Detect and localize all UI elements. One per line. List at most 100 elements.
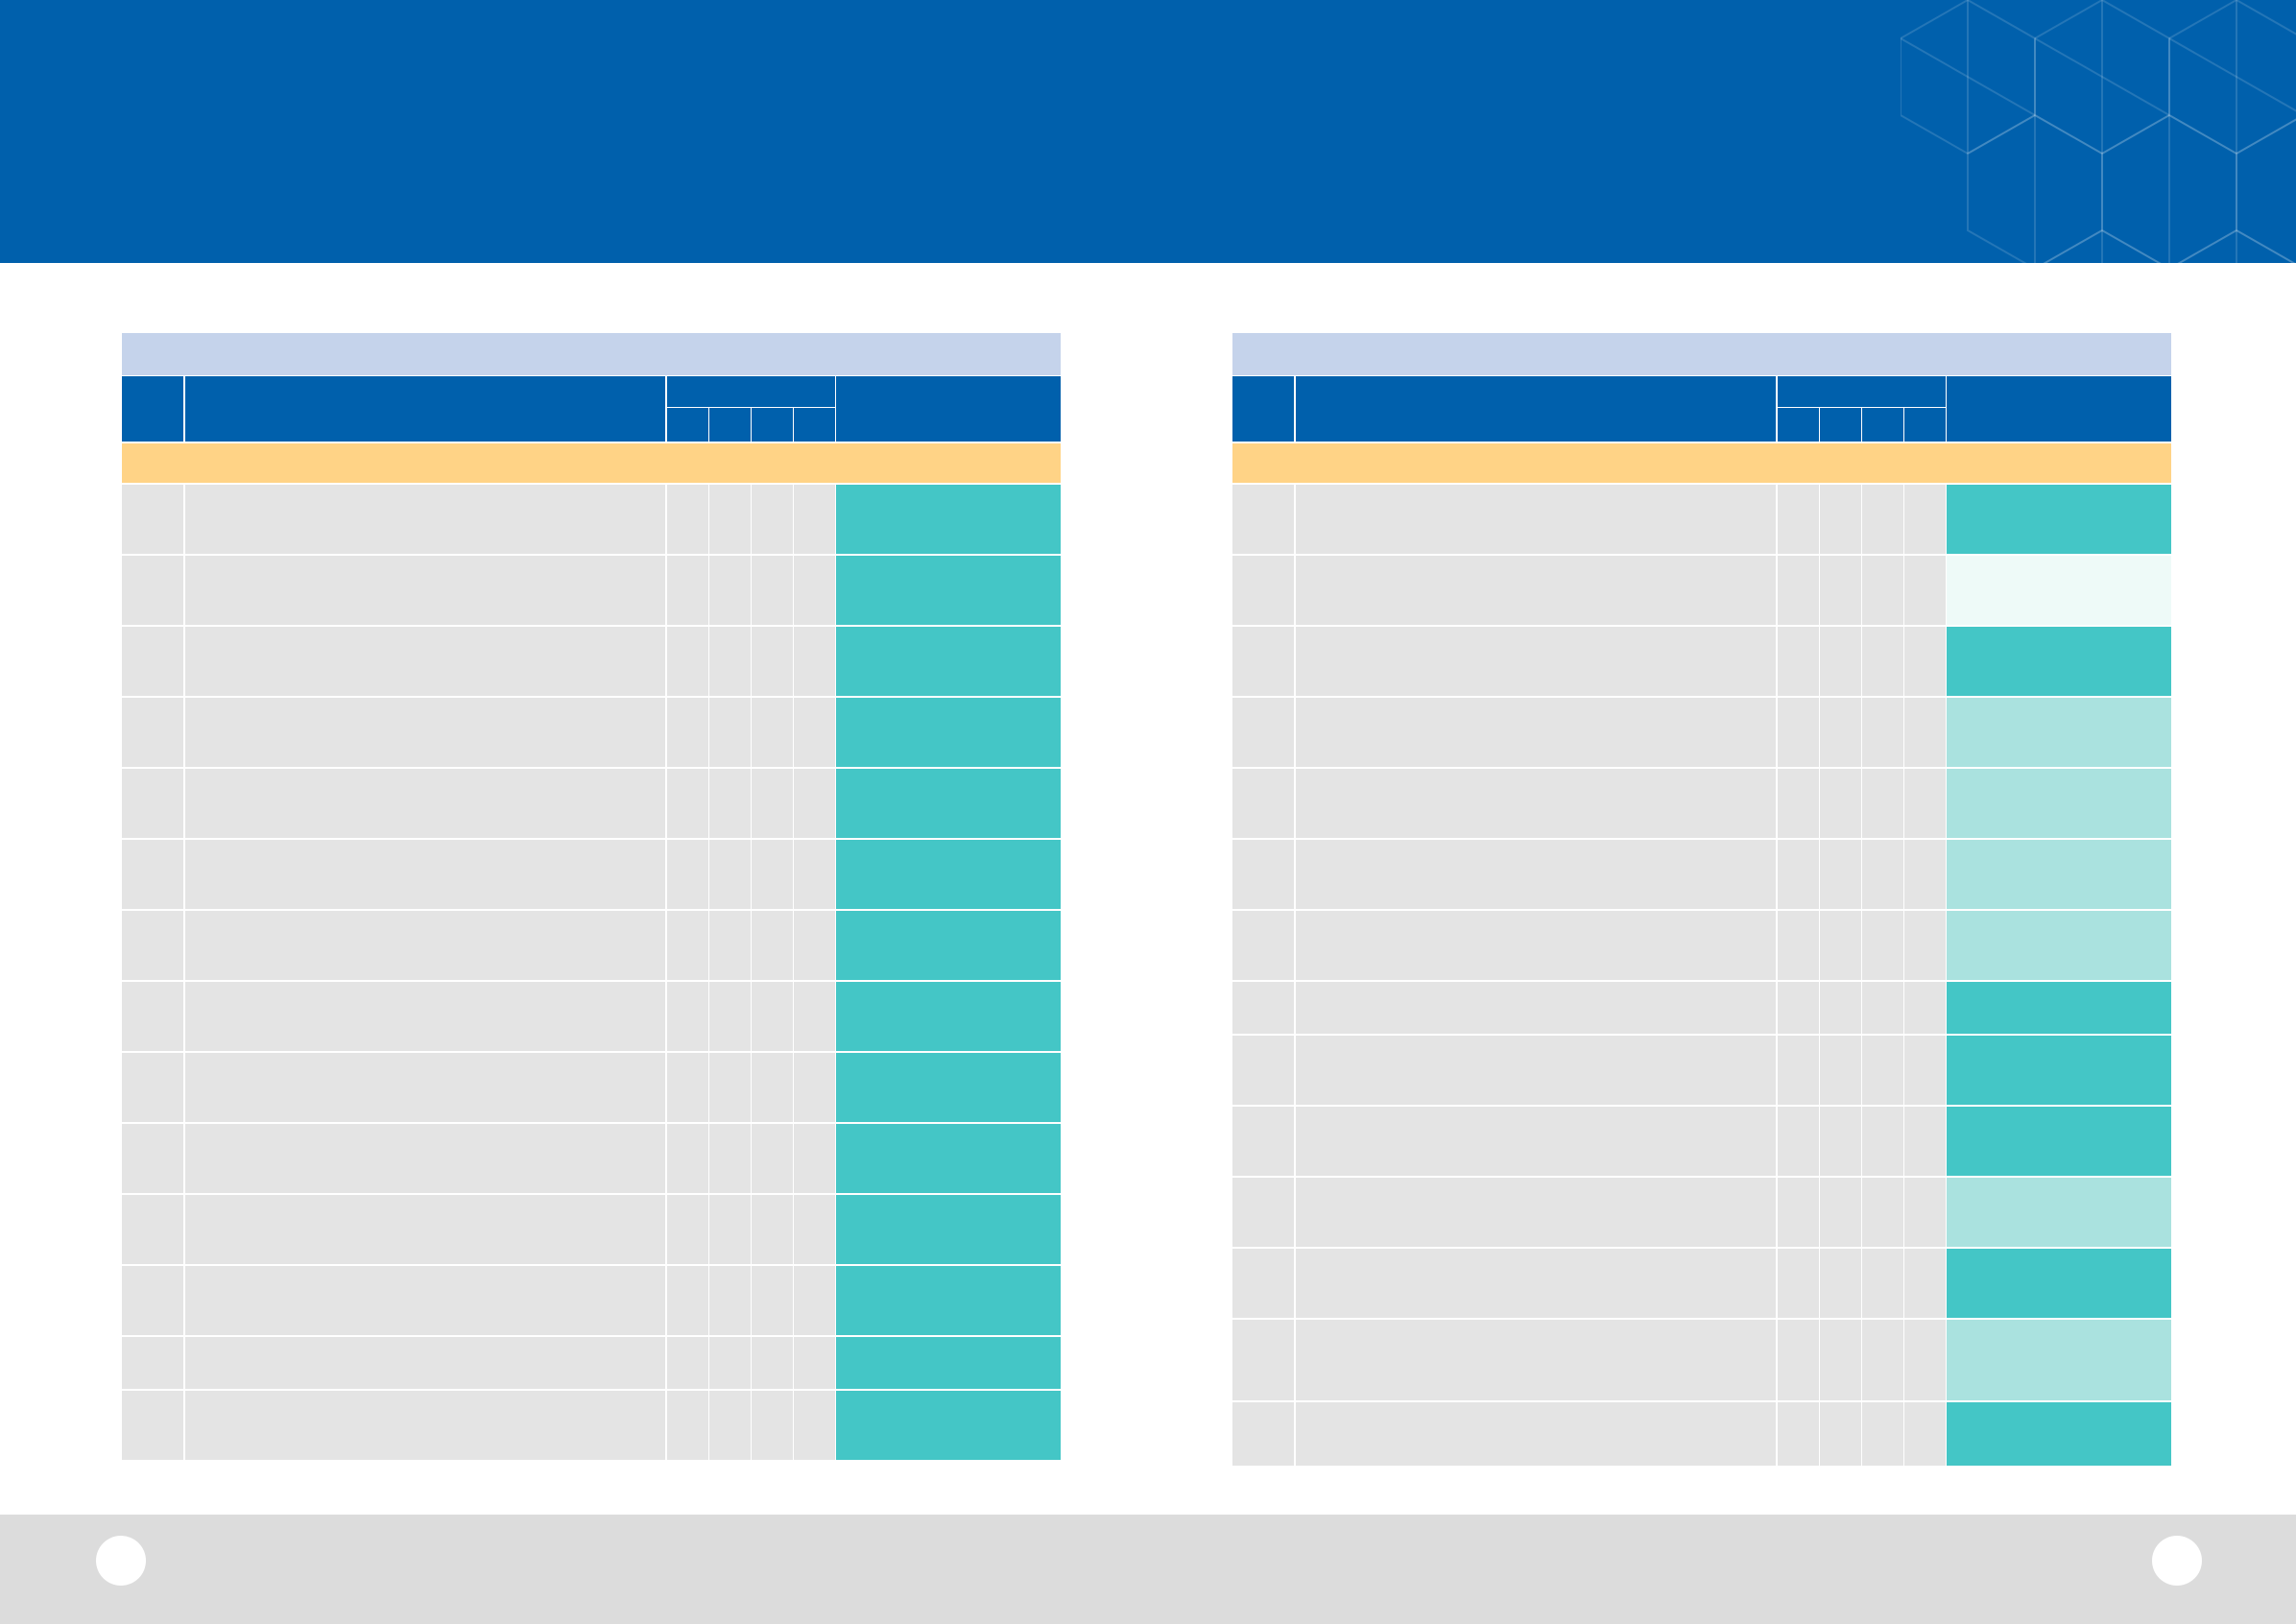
table-cell-name xyxy=(185,1053,665,1122)
header-banner xyxy=(0,0,2296,263)
table-cell-c4 xyxy=(1904,840,1946,909)
table-cell-no xyxy=(122,1391,183,1460)
table-cell-c4 xyxy=(794,556,835,625)
table-cell-name xyxy=(1296,1178,1776,1247)
column-header-no xyxy=(122,376,183,442)
table-cell-c1 xyxy=(667,840,708,909)
table-cell-status xyxy=(836,840,1061,909)
table-cell-no xyxy=(1232,911,1294,980)
table-cell-c4 xyxy=(794,627,835,696)
table-cell-c1 xyxy=(1778,627,1819,696)
table-cell-c2 xyxy=(709,698,751,767)
table-cell-no xyxy=(1232,556,1294,625)
table-cell-c3 xyxy=(1862,1178,1903,1247)
table-cell-no xyxy=(122,840,183,909)
table-row xyxy=(1232,627,2171,696)
table-cell-status xyxy=(1947,1402,2171,1466)
table-cell-status xyxy=(836,627,1061,696)
table-row xyxy=(1232,1249,2171,1318)
table-row xyxy=(122,1337,1061,1389)
table-cell-c4 xyxy=(794,1391,835,1460)
column-header-group xyxy=(667,376,835,442)
table-cell-c2 xyxy=(1820,1402,1861,1466)
table-cell-name xyxy=(1296,840,1776,909)
table-cell-c3 xyxy=(1862,556,1903,625)
table-cell-no xyxy=(1232,769,1294,838)
column-subheader xyxy=(667,408,708,442)
table-cell-c2 xyxy=(709,769,751,838)
table-cell-name xyxy=(1296,1320,1776,1400)
column-group-title xyxy=(1778,376,1946,407)
table-cell-c1 xyxy=(667,1391,708,1460)
table-cell-c3 xyxy=(1862,698,1903,767)
table-cell-name xyxy=(185,982,665,1051)
table-cell-name xyxy=(185,485,665,554)
table-cell-name xyxy=(1296,769,1776,838)
table-row xyxy=(122,627,1061,696)
left-table xyxy=(122,333,1061,1460)
table-cell-c4 xyxy=(1904,1036,1946,1105)
table-row xyxy=(122,1195,1061,1264)
table-cell-c2 xyxy=(1820,911,1861,980)
table-body xyxy=(1232,485,2171,1466)
page-number-left xyxy=(96,1536,146,1586)
table-row xyxy=(1232,485,2171,554)
table-cell-c4 xyxy=(1904,1320,1946,1400)
table-cell-c4 xyxy=(794,911,835,980)
table-cell-c1 xyxy=(667,1124,708,1193)
table-cell-c3 xyxy=(752,982,793,1051)
table-cell-c2 xyxy=(709,1124,751,1193)
table-cell-no xyxy=(1232,982,1294,1034)
table-cell-c4 xyxy=(1904,698,1946,767)
table-cell-c3 xyxy=(1862,982,1903,1034)
table-cell-c4 xyxy=(794,1195,835,1264)
column-header-group xyxy=(1778,376,1946,442)
table-cell-c4 xyxy=(794,1337,835,1389)
table-cell-c3 xyxy=(752,1337,793,1389)
table-cell-name xyxy=(1296,627,1776,696)
table-cell-c4 xyxy=(1904,627,1946,696)
column-header-name xyxy=(1296,376,1776,442)
table-cell-c1 xyxy=(1778,1249,1819,1318)
table-cell-c1 xyxy=(667,556,708,625)
table-cell-c3 xyxy=(1862,911,1903,980)
table-cell-c3 xyxy=(752,485,793,554)
table-row xyxy=(122,982,1061,1051)
table-cell-c2 xyxy=(1820,1320,1861,1400)
table-cell-c4 xyxy=(794,1266,835,1335)
table-cell-c2 xyxy=(709,1266,751,1335)
table-cell-no xyxy=(1232,1107,1294,1176)
table-cell-name xyxy=(1296,1107,1776,1176)
table-cell-c4 xyxy=(794,1124,835,1193)
table-row xyxy=(122,698,1061,767)
table-cell-c2 xyxy=(709,556,751,625)
table-cell-name xyxy=(185,840,665,909)
table-row xyxy=(122,556,1061,625)
table-row xyxy=(122,840,1061,909)
table-cell-c3 xyxy=(752,1053,793,1122)
table-row xyxy=(1232,1320,2171,1400)
table-cell-status xyxy=(836,911,1061,980)
table-cell-c2 xyxy=(709,1195,751,1264)
table-cell-c4 xyxy=(1904,485,1946,554)
table-cell-status xyxy=(836,1124,1061,1193)
table-cell-no xyxy=(1232,1402,1294,1466)
table-cell-c2 xyxy=(709,982,751,1051)
table-cell-c3 xyxy=(1862,769,1903,838)
table-cell-status xyxy=(836,485,1061,554)
table-row xyxy=(122,769,1061,838)
table-cell-c2 xyxy=(1820,627,1861,696)
table-cell-status xyxy=(1947,1107,2171,1176)
table-cell-name xyxy=(1296,982,1776,1034)
table-cell-status xyxy=(1947,1036,2171,1105)
table-cell-c1 xyxy=(667,1266,708,1335)
table-cell-name xyxy=(185,911,665,980)
table-cell-c3 xyxy=(752,1124,793,1193)
table-row xyxy=(122,1391,1061,1460)
table-cell-name xyxy=(1296,1249,1776,1318)
table-row xyxy=(1232,698,2171,767)
table-cell-c2 xyxy=(709,627,751,696)
table-cell-no xyxy=(1232,698,1294,767)
table-cell-c4 xyxy=(1904,911,1946,980)
table-cell-c2 xyxy=(1820,982,1861,1034)
